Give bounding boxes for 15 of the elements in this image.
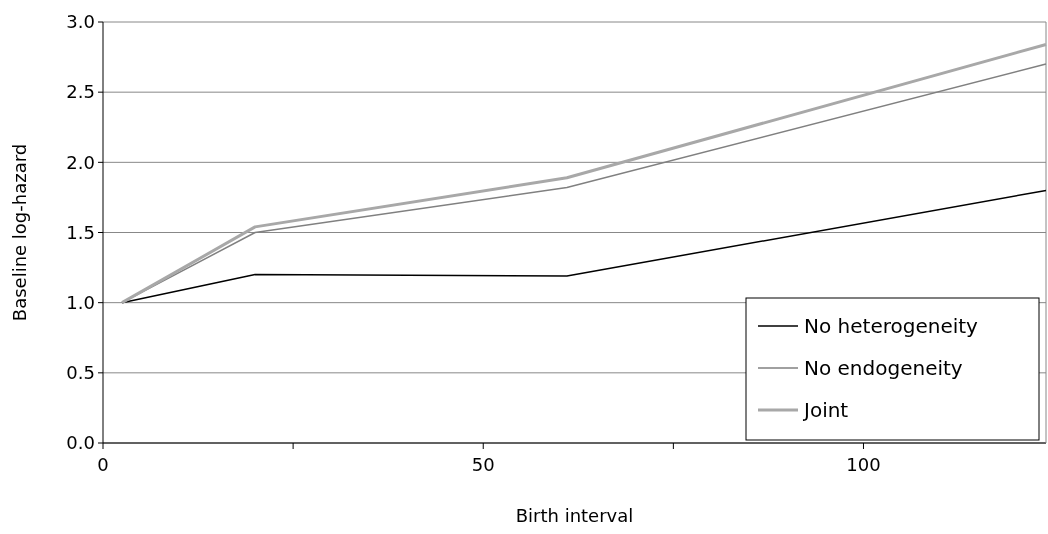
- x-tick-label: 100: [846, 454, 881, 475]
- y-axis-title: Baseline log-hazard: [9, 143, 30, 322]
- y-tick-label: 0.0: [66, 432, 95, 454]
- y-tick-label: 2.0: [66, 151, 95, 173]
- y-tick-label: 1.0: [66, 291, 95, 313]
- y-tick-label: 1.5: [66, 221, 95, 243]
- y-tick-label: 0.5: [66, 362, 95, 384]
- legend-label: Joint: [802, 398, 849, 422]
- legend-label: No endogeneity: [804, 356, 963, 380]
- y-tick-label: 2.5: [66, 81, 95, 103]
- x-tick-label: 0: [97, 454, 109, 475]
- x-axis-title: Birth interval: [515, 505, 634, 526]
- x-tick-label: 50: [471, 454, 495, 475]
- y-tick-label: 3.0: [66, 11, 95, 33]
- legend-label: No heterogeneity: [804, 314, 979, 338]
